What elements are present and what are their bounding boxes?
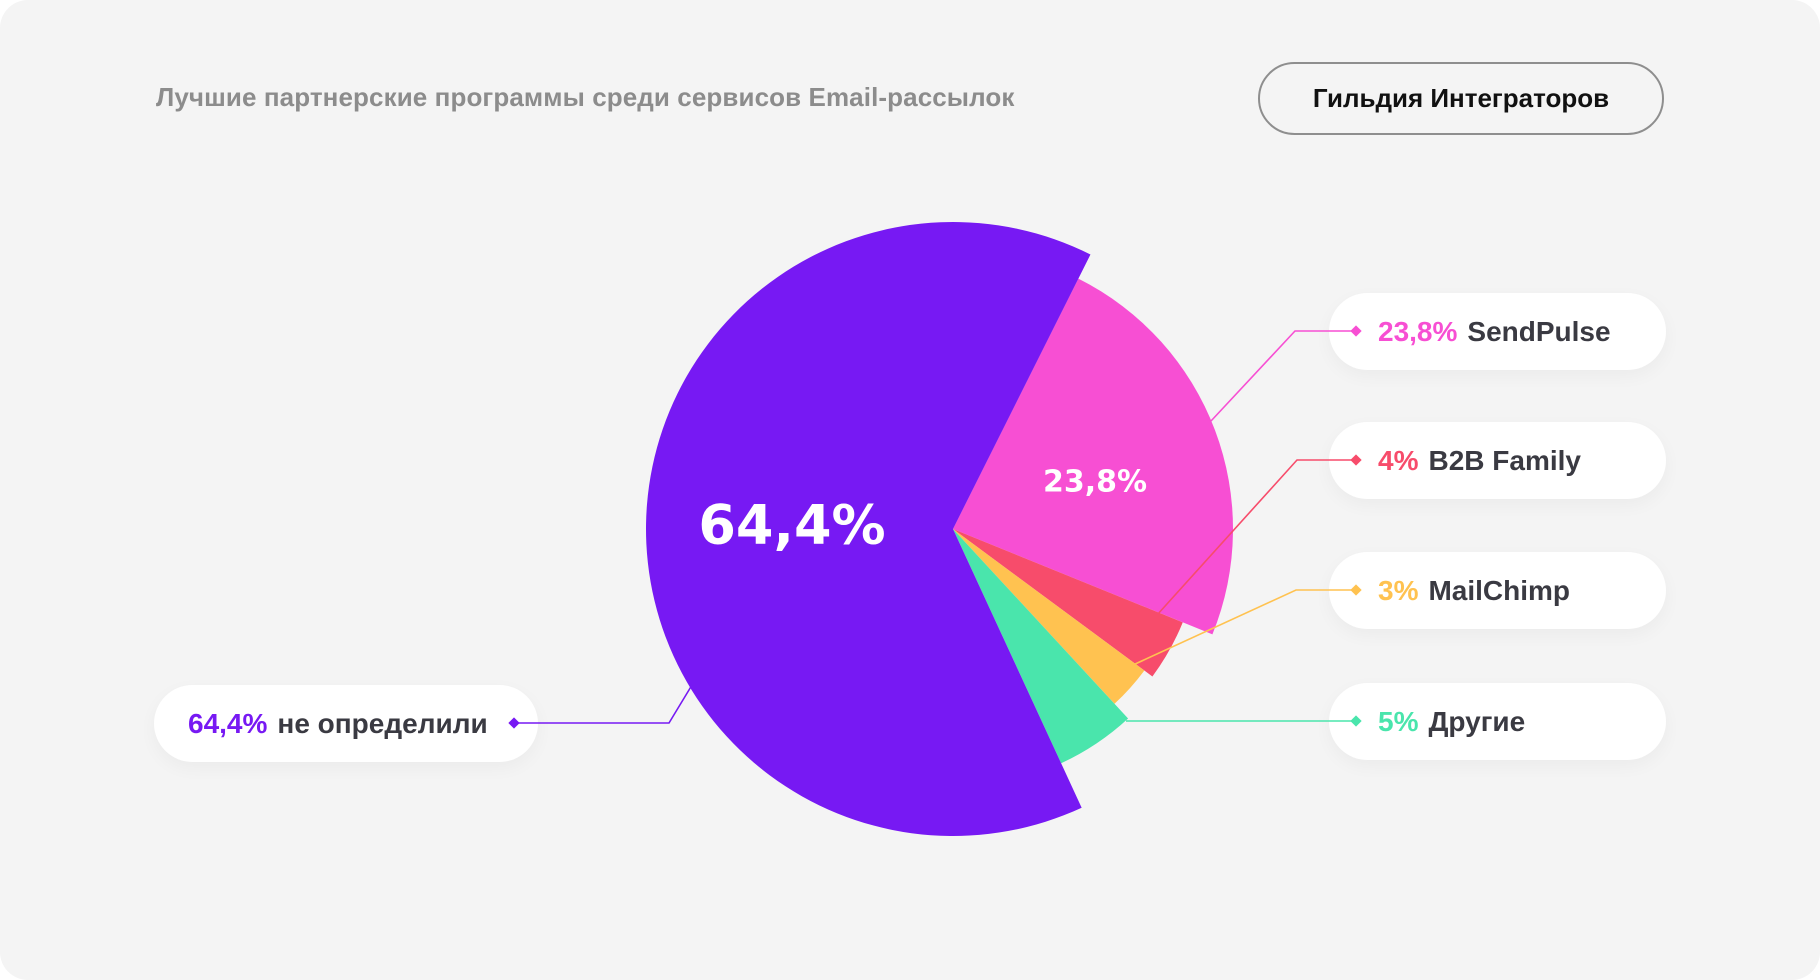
legend-percent: 64,4%	[188, 707, 268, 739]
legend-percent: 5%	[1378, 705, 1419, 737]
slice-label-undefined: 64,4%	[698, 493, 886, 557]
legend-name: не определили	[277, 707, 488, 739]
legend-name: MailChimp	[1428, 574, 1571, 606]
legend-item-mailchimp: 3% MailChimp	[1329, 552, 1666, 629]
pie-slice-3	[953, 529, 1129, 764]
legend-item-sendpulse: 23,8% SendPulse	[1329, 293, 1666, 370]
legend-name: B2B Family	[1428, 444, 1581, 476]
legend-percent: 4%	[1378, 444, 1419, 476]
legend-percent: 23,8%	[1378, 315, 1458, 347]
pie-slice-4	[645, 221, 1091, 836]
brand-button[interactable]: Гильдия Интеграторов	[1258, 62, 1664, 135]
legend-percent: 3%	[1378, 574, 1419, 606]
chart-title: Лучшие партнерские программы среди серви…	[156, 82, 1015, 112]
legend-item-undefined: 64,4% не определили	[154, 685, 538, 762]
legend-item-b2b-family: 4% B2B Family	[1329, 422, 1666, 499]
slice-label-sendpulse: 23,8%	[1042, 464, 1148, 500]
legend-item-other: 5% Другие	[1329, 683, 1666, 760]
pie-slice-1	[953, 529, 1183, 677]
legend-name: SendPulse	[1467, 315, 1611, 347]
legend-name: Другие	[1428, 705, 1526, 737]
pie-slice-2	[953, 529, 1145, 704]
